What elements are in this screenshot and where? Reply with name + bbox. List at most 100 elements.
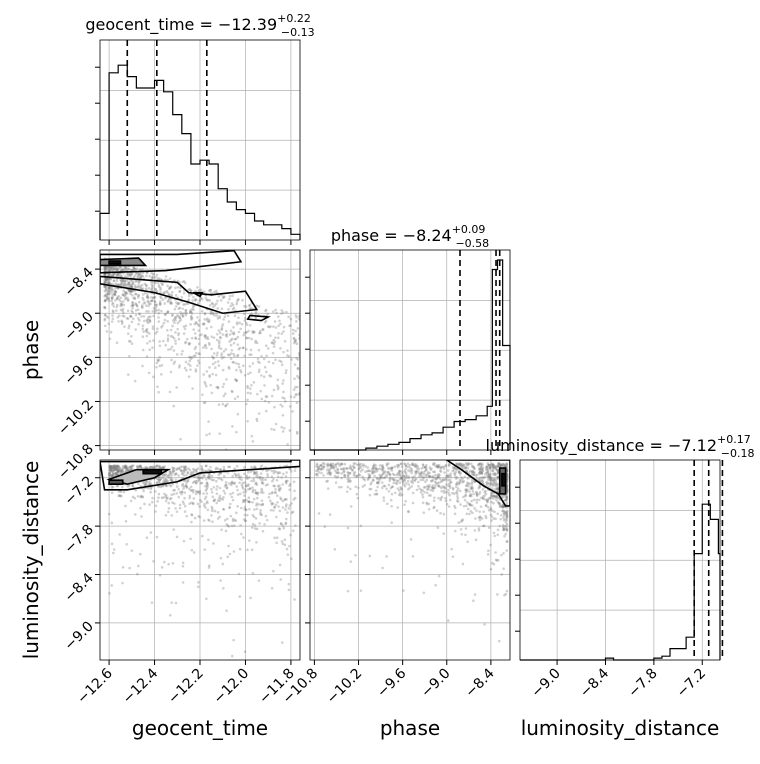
ldist-vs-geocent-point-1096 xyxy=(180,490,184,494)
ldist-vs-phase-point-326 xyxy=(337,471,340,475)
ldist-vs-phase-point-285 xyxy=(372,469,375,472)
phase-vs-geocent-point-236 xyxy=(221,333,225,336)
ldist-vs-geocent-point-410 xyxy=(107,474,111,478)
ldist-vs-geocent-point-1049 xyxy=(125,469,129,472)
phase-vs-geocent-point-1211 xyxy=(244,331,248,334)
ldist-vs-geocent-point-230 xyxy=(149,465,153,469)
ldist-vs-geocent-point-181 xyxy=(205,481,209,484)
phase-vs-geocent-point-743 xyxy=(139,276,142,279)
ldist-vs-phase-point-968 xyxy=(462,495,465,499)
ldist-vs-phase-point-987 xyxy=(369,487,373,491)
ldist-vs-phase-point-177 xyxy=(353,470,357,474)
phase-vs-geocent-point-1302 xyxy=(189,323,192,326)
ldist-vs-geocent-point-1095 xyxy=(236,493,240,496)
ldist-vs-geocent-point-816 xyxy=(228,502,232,506)
ldist-vs-phase-point-197 xyxy=(464,527,468,530)
ldist-vs-phase-point-114 xyxy=(475,498,479,502)
phase-vs-geocent-point-172 xyxy=(274,336,277,339)
ldist-vs-phase-point-820 xyxy=(391,485,394,488)
phase-vs-geocent-point-767 xyxy=(293,395,296,399)
ldist-vs-phase-point-1281 xyxy=(376,467,380,471)
phase-vs-geocent-point-921 xyxy=(107,289,110,293)
phase-vs-geocent-ytick-label-0: −8.4 xyxy=(61,265,96,300)
ldist-vs-phase-point-792 xyxy=(378,479,381,482)
ldist-vs-geocent-point-141 xyxy=(114,468,117,472)
phase-vs-geocent-point-1353 xyxy=(154,332,158,335)
phase-vs-geocent-point-628 xyxy=(120,274,123,278)
phase-vs-geocent-point-464 xyxy=(156,359,160,363)
phase-vs-geocent-point-196 xyxy=(297,376,300,380)
ldist-vs-geocent-point-372 xyxy=(197,477,200,480)
ldist-vs-geocent-point-490 xyxy=(177,467,181,470)
ldist-vs-phase-point-1174 xyxy=(444,487,447,490)
ldist-vs-phase-point-1226 xyxy=(493,482,496,485)
geocent-time-hist-bar-1 xyxy=(109,73,118,240)
ldist-vs-geocent-point-565 xyxy=(244,519,248,523)
ldist-vs-geocent-point-483 xyxy=(251,522,255,526)
phase-vs-geocent-point-759 xyxy=(148,320,152,324)
phase-vs-geocent-point-197 xyxy=(280,425,283,429)
ldist-vs-geocent-point-136 xyxy=(120,470,124,473)
ldist-vs-phase-point-317 xyxy=(419,472,423,475)
ldist-vs-geocent-point-99 xyxy=(185,481,188,485)
ldist-vs-phase-point-1031 xyxy=(493,510,496,514)
ldist-vs-phase-point-76 xyxy=(358,473,362,477)
ldist-vs-phase-point-130 xyxy=(329,464,333,468)
ldist-vs-phase-point-748 xyxy=(477,498,481,502)
phase-vs-geocent-point-1048 xyxy=(208,289,212,292)
phase-vs-geocent-point-203 xyxy=(203,312,207,316)
ldist-vs-geocent-point-461 xyxy=(202,519,206,522)
ldist-vs-phase-point-1285 xyxy=(413,464,417,468)
phase-vs-geocent-point-976 xyxy=(116,272,120,276)
ldist-vs-phase-point-1190 xyxy=(468,490,471,493)
ldist-vs-phase-point-1069 xyxy=(505,515,509,519)
ldist-vs-geocent-point-618 xyxy=(261,478,265,481)
phase-vs-geocent-point-701 xyxy=(228,297,231,301)
ldist-vs-geocent-point-1017 xyxy=(145,465,148,469)
phase-vs-geocent-point-908 xyxy=(280,312,283,315)
ldist-vs-phase-point-84 xyxy=(502,510,506,513)
phase-vs-geocent-point-789 xyxy=(108,268,112,271)
ldist-vs-phase-point-446 xyxy=(429,479,433,483)
ldist-vs-phase-point-261 xyxy=(481,466,485,470)
ldist-vs-phase-point-265 xyxy=(445,502,449,506)
phase-vs-geocent-point-454 xyxy=(222,318,225,321)
ldist-vs-phase-point-676 xyxy=(496,487,499,491)
ldist-vs-geocent-point-447 xyxy=(185,485,189,489)
ldist-vs-geocent-point-827 xyxy=(183,491,187,494)
phase-vs-geocent-point-1361 xyxy=(257,348,261,352)
ldist-vs-phase-point-1278 xyxy=(448,486,452,489)
phase-vs-geocent-point-672 xyxy=(103,318,107,322)
ldist-vs-geocent-point-1068 xyxy=(232,524,236,528)
ldist-vs-phase-point-2 xyxy=(499,517,503,521)
phase-vs-geocent-point-1232 xyxy=(211,305,215,309)
phase-vs-geocent-point-283 xyxy=(236,395,240,398)
phase-vs-geocent-point-607 xyxy=(119,296,123,300)
ldist-vs-phase-point-547 xyxy=(444,464,447,468)
geocent-time-hist-bar-16 xyxy=(245,213,254,240)
ldist-vs-geocent-point-731 xyxy=(136,572,139,576)
ldist-vs-geocent-point-840 xyxy=(172,469,175,473)
phase-vs-geocent-point-1168 xyxy=(197,289,201,292)
ldist-vs-geocent-point-1015 xyxy=(212,542,215,545)
ldist-vs-phase-point-888 xyxy=(434,483,437,487)
ldist-vs-geocent-point-170 xyxy=(114,471,118,475)
ldist-vs-phase-point-1100 xyxy=(393,479,396,482)
phase-vs-geocent-point-544 xyxy=(170,293,174,296)
luminosity-distance-hist-bar-7 xyxy=(670,649,678,660)
phase-vs-geocent-point-991 xyxy=(144,329,148,333)
phase-vs-geocent-point-770 xyxy=(103,294,106,298)
ldist-vs-phase-point-311 xyxy=(502,518,506,522)
phase-vs-geocent-point-444 xyxy=(174,339,177,343)
ldist-vs-geocent-point-175 xyxy=(266,475,270,478)
ldist-vs-geocent-point-97 xyxy=(123,464,127,468)
ldist-vs-geocent-point-313 xyxy=(254,517,258,520)
ldist-vs-geocent-point-630 xyxy=(254,491,257,495)
phase-vs-geocent-point-137 xyxy=(138,268,142,271)
phase-vs-geocent-point-1143 xyxy=(256,357,260,361)
ldist-vs-phase-point-1220 xyxy=(493,472,497,476)
ldist-vs-phase-point-381 xyxy=(497,501,500,505)
phase-vs-geocent-point-1012 xyxy=(222,295,226,298)
phase-vs-geocent-point-471 xyxy=(178,364,181,367)
